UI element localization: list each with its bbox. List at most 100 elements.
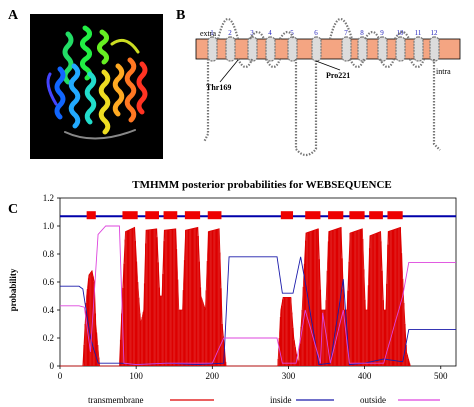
transmembrane-stripe [326,270,328,366]
loop-group [203,17,441,157]
transmembrane-stripe [336,228,339,366]
transmembrane-stripe [84,324,86,366]
transmembrane-stripe [322,310,324,366]
transmembrane-stripe [285,297,287,366]
transmembrane-stripe [145,243,147,366]
transmembrane-stripe [359,229,362,366]
transmembrane-stripe [121,313,123,366]
transmembrane-stripe [406,354,408,366]
transmembrane-stripe [134,241,136,366]
transmembrane-stripe [362,238,364,366]
transmembrane-stripe [154,229,156,366]
helix-group [207,36,440,62]
transmembrane-stripe [129,229,131,366]
transmembrane-stripe [301,310,303,366]
transmembrane-stripe [394,229,396,366]
transmembrane-stripe [378,232,380,366]
transmembrane-stripe [189,229,191,366]
transmembrane-stripe [388,231,390,366]
transmembrane-stripe [221,324,223,366]
transmembrane-stripe [91,270,93,366]
topology-tm-box [184,211,201,220]
transmembrane-stripe [332,230,334,366]
helix-1 [207,36,218,62]
transmembrane-stripe [87,278,90,366]
transmembrane-stripe [138,297,140,366]
transmembrane-stripe [375,233,378,366]
transmembrane-stripe [141,317,143,366]
transmembrane-stripe [395,228,397,366]
transmembrane-stripe [175,249,178,366]
transmembrane-stripe [149,229,151,366]
transmembrane-stripe [319,289,322,366]
transmembrane-stripe [339,227,341,366]
topology-tm-box [145,211,159,220]
helix-number-2: 2 [228,29,232,37]
transmembrane-stripe [390,230,392,366]
transmembrane-stripe [163,241,165,366]
transmembrane-stripe [293,340,295,366]
topology-tm-box [207,211,222,220]
transmembrane-stripe [148,229,150,366]
transmembrane-stripe [151,229,154,366]
transmembrane-stripe [316,229,318,366]
transmembrane-stripe [343,310,346,366]
helix-number-7: 7 [344,29,348,37]
transmembrane-stripe [143,283,146,366]
transmembrane-stripe [391,230,394,366]
transmembrane-stripe [379,231,381,366]
transmembrane-stripe [333,229,335,366]
transmembrane-stripe [387,244,389,366]
extra-loop-3 [279,30,296,40]
transmembrane-stripe [381,270,383,366]
transmembrane-stripe [318,259,320,366]
transmembrane-stripe [294,347,296,366]
transmembrane-stripe [167,229,170,366]
helix-4 [265,36,276,62]
transmembrane-stripe [173,228,175,366]
transmembrane-stripe [347,290,349,366]
transmembrane-stripe [383,310,386,366]
transmembrane-stripe [341,258,343,366]
transmembrane-stripe [354,231,356,366]
transmembrane-stripe [158,287,160,366]
y-tick-label: 1.0 [43,221,55,231]
transmembrane-stripe [376,232,379,366]
transmembrane-stripe [207,231,210,366]
topology-tm-box [163,211,178,220]
transmembrane-stripe [93,282,95,366]
transmembrane-stripe [223,349,226,366]
transmembrane-stripe [373,234,375,366]
transmembrane-stripe [90,272,92,366]
transmembrane-stripe [364,299,366,366]
transmembrane-stripe [131,228,133,366]
topology-tm-box [280,211,294,220]
membrane-band [195,38,461,60]
y-axis-ticks: 0 0.2 0.4 0.6 0.8 1.0 1.2 [43,193,60,371]
x-tick-label: 500 [434,371,448,381]
transmembrane-stripe [287,297,290,366]
transmembrane-stripe [360,229,363,366]
transmembrane-stripe [164,230,166,366]
transmembrane-stripe [215,229,218,366]
legend-label-inside: inside [270,395,292,405]
transmembrane-stripe [147,229,149,366]
y-axis-label: probability [8,268,18,311]
thr169-label: Thr169 [206,83,231,92]
x-axis-ticks: 0 100 200 300 400 500 [58,366,448,381]
transmembrane-stripe [348,261,350,366]
transmembrane-stripe [177,279,179,366]
transmembrane-series [60,226,411,367]
transmembrane-stripe [278,338,280,366]
helix-number-group: 1 2 3 4 5 6 7 8 9 10 11 12 [210,29,438,37]
transmembrane-stripe [402,278,404,366]
transmembrane-stripe [132,228,134,366]
topology-tm-box [349,211,365,220]
transmembrane-stripe [323,310,325,366]
legend-label-transmembrane: transmembrane [88,395,143,405]
y-tick-label: 1.2 [43,193,54,203]
transmembrane-stripe [123,263,125,366]
legend: transmembrane inside outside [88,395,440,405]
transmembrane-stripe [407,359,410,366]
transmembrane-stripe [201,298,203,366]
